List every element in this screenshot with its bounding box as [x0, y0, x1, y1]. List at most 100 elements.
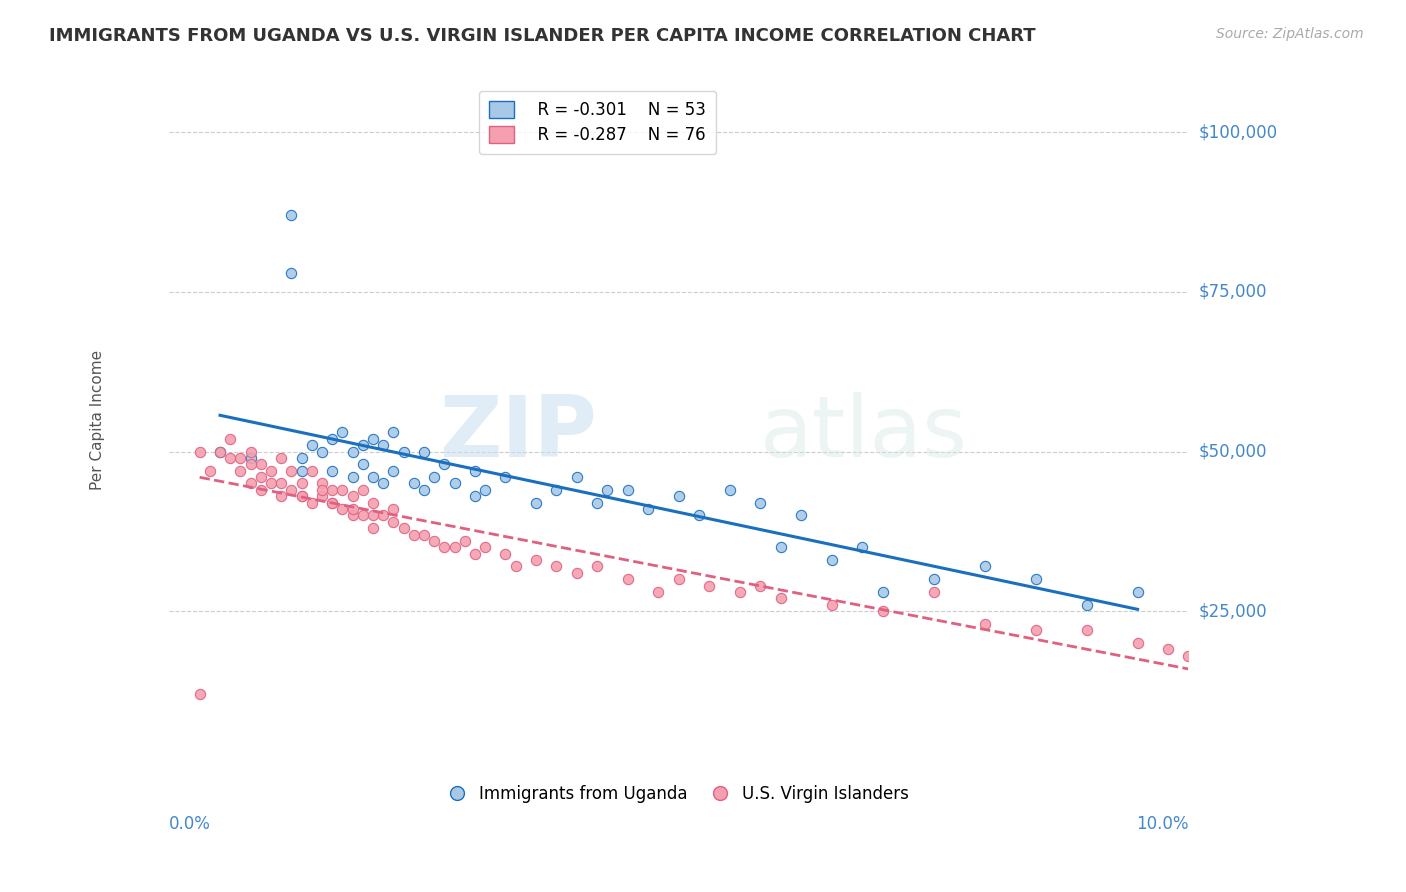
Point [311, 476, 333, 491]
Point [821, 553, 844, 567]
Point [321, 495, 343, 509]
Point [301, 464, 323, 478]
Point [373, 508, 395, 523]
Point [586, 495, 609, 509]
Point [239, 444, 262, 458]
Point [260, 476, 283, 491]
Point [769, 591, 792, 606]
Point [821, 598, 844, 612]
Text: Source: ZipAtlas.com: Source: ZipAtlas.com [1216, 27, 1364, 41]
Point [239, 476, 262, 491]
Point [596, 483, 619, 497]
Point [361, 508, 384, 523]
Point [443, 541, 465, 555]
Point [474, 483, 496, 497]
Point [280, 266, 302, 280]
Point [291, 489, 314, 503]
Point [973, 616, 995, 631]
Point [433, 541, 456, 555]
Point [922, 585, 945, 599]
Point [392, 521, 415, 535]
Point [423, 470, 446, 484]
Point [352, 438, 374, 452]
Point [718, 483, 741, 497]
Point [373, 476, 395, 491]
Point [229, 464, 252, 478]
Point [617, 483, 640, 497]
Point [332, 425, 354, 440]
Point [321, 432, 343, 446]
Text: $100,000: $100,000 [1199, 123, 1278, 141]
Point [790, 508, 813, 523]
Point [1076, 624, 1098, 638]
Text: 0.0%: 0.0% [169, 815, 211, 833]
Point [361, 521, 384, 535]
Point [565, 470, 588, 484]
Point [402, 527, 425, 541]
Point [668, 572, 690, 586]
Point [423, 533, 446, 548]
Point [291, 464, 314, 478]
Point [361, 470, 384, 484]
Point [495, 547, 517, 561]
Point [280, 208, 302, 222]
Point [342, 489, 364, 503]
Point [301, 438, 323, 452]
Point [392, 444, 415, 458]
Point [239, 450, 262, 465]
Point [342, 470, 364, 484]
Point [311, 444, 333, 458]
Point [546, 483, 568, 497]
Point [872, 604, 894, 618]
Point [188, 687, 211, 701]
Point [342, 444, 364, 458]
Point [872, 585, 894, 599]
Point [270, 450, 292, 465]
Point [617, 572, 640, 586]
Point [443, 476, 465, 491]
Point [373, 438, 395, 452]
Point [332, 502, 354, 516]
Point [668, 489, 690, 503]
Point [637, 502, 659, 516]
Point [280, 464, 302, 478]
Point [505, 559, 527, 574]
Point [291, 476, 314, 491]
Point [198, 464, 221, 478]
Point [188, 444, 211, 458]
Point [352, 483, 374, 497]
Point [728, 585, 751, 599]
Point [209, 444, 232, 458]
Point [280, 483, 302, 497]
Point [1025, 624, 1047, 638]
Point [1177, 648, 1199, 663]
Point [250, 470, 273, 484]
Point [361, 432, 384, 446]
Point [699, 578, 721, 592]
Point [311, 489, 333, 503]
Point [749, 578, 772, 592]
Point [321, 495, 343, 509]
Point [565, 566, 588, 580]
Point [402, 476, 425, 491]
Point [1076, 598, 1098, 612]
Text: atlas: atlas [761, 392, 969, 475]
Point [270, 476, 292, 491]
Point [524, 495, 547, 509]
Point [321, 464, 343, 478]
Text: ZIP: ZIP [440, 392, 598, 475]
Point [647, 585, 669, 599]
Point [352, 508, 374, 523]
Point [1157, 642, 1180, 657]
Point [973, 559, 995, 574]
Point [342, 502, 364, 516]
Point [464, 547, 486, 561]
Point [586, 559, 609, 574]
Point [382, 425, 405, 440]
Point [474, 541, 496, 555]
Point [260, 464, 283, 478]
Point [851, 541, 873, 555]
Point [688, 508, 710, 523]
Point [454, 533, 477, 548]
Text: $25,000: $25,000 [1199, 602, 1267, 620]
